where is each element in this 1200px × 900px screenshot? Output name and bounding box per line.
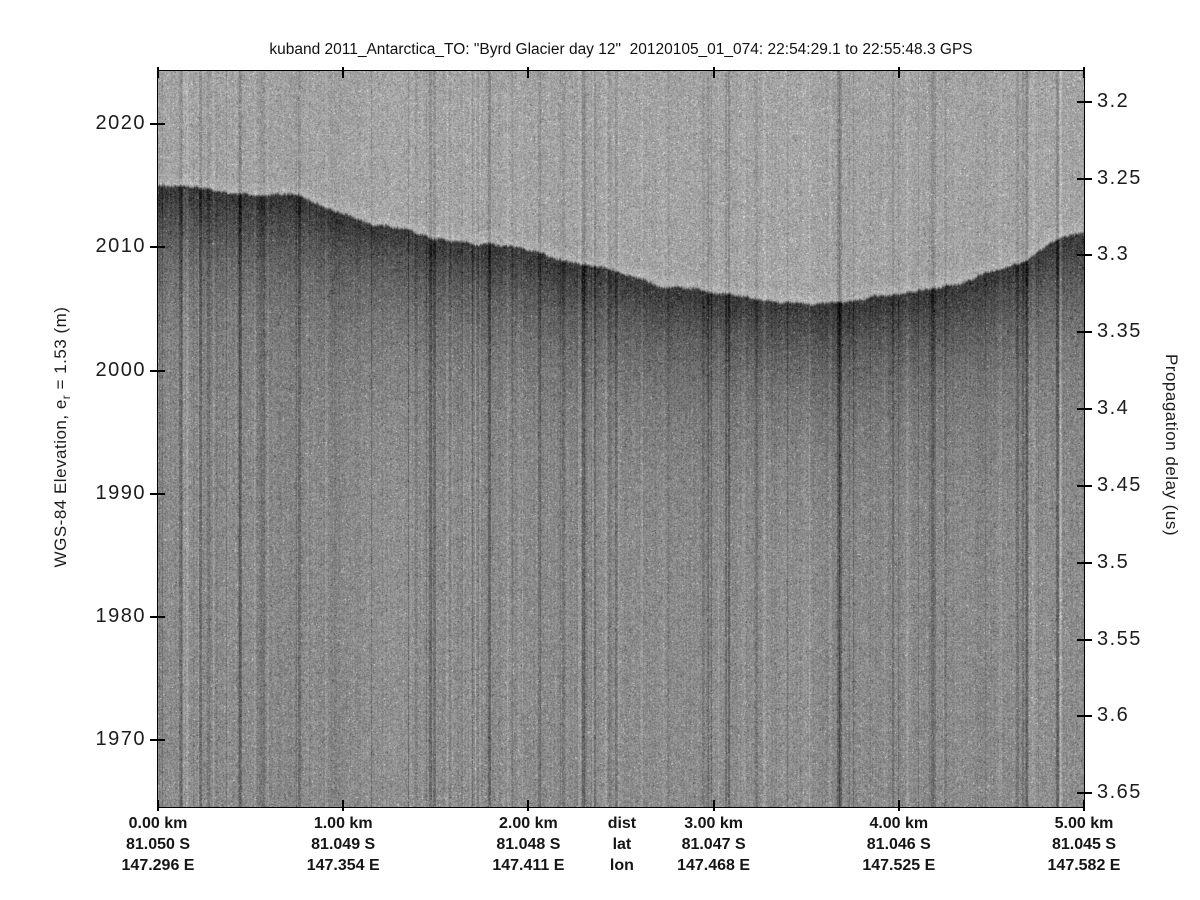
elevation-tick-label: 1980	[95, 605, 146, 628]
delay-tick-label: 3.3	[1097, 243, 1130, 266]
delay-tick-label: 3.25	[1097, 166, 1142, 189]
delay-axis-label: Propagation delay (us)	[1162, 353, 1181, 537]
distance-column-lon: 147.582 E	[1047, 857, 1121, 874]
distance-tick-mark-top	[1083, 67, 1085, 78]
distance-column: 3.00 km 81.047 S 147.468 E	[629, 813, 799, 876]
distance-column-lon: 147.468 E	[677, 857, 751, 874]
distance-column-dist: 4.00 km	[869, 815, 929, 832]
delay-tick-mark	[1077, 715, 1092, 718]
delay-tick-label: 3.55	[1097, 627, 1142, 650]
distance-column-lon: 147.354 E	[306, 857, 380, 874]
distance-column-dist: 3.00 km	[684, 815, 743, 832]
distance-tick-mark-bottom	[157, 800, 159, 811]
distance-tick-mark-top	[712, 67, 715, 78]
axis-key-column-lat: lat	[612, 836, 632, 853]
delay-tick-mark	[1077, 177, 1092, 180]
delay-tick-label: 3.6	[1097, 704, 1130, 727]
distance-column-dist: 2.00 km	[499, 815, 558, 832]
distance-tick-mark-bottom	[527, 800, 530, 811]
delay-tick-mark	[1077, 638, 1092, 641]
elevation-axis-label: WGS-84 Elevation, er = 1.53 (m)	[51, 307, 73, 568]
elevation-tick-mark	[150, 123, 165, 125]
elevation-tick-mark	[150, 616, 165, 619]
elevation-tick-label: 1990	[95, 481, 146, 504]
distance-column: 4.00 km 81.046 S 147.525 E	[814, 813, 984, 876]
distance-column-dist: 0.00 km	[128, 815, 188, 832]
delay-tick-label: 3.4	[1097, 397, 1130, 420]
distance-column: 0.00 km 81.050 S 147.296 E	[73, 813, 243, 876]
distance-tick-mark-bottom	[712, 800, 715, 811]
distance-column: 2.00 km 81.048 S 147.411 E	[443, 813, 613, 876]
distance-tick-mark-top	[342, 67, 345, 78]
distance-column-lon: 147.411 E	[492, 857, 565, 874]
delay-tick-mark	[1077, 331, 1092, 334]
distance-column: 5.00 km 81.045 S 147.582 E	[999, 813, 1169, 876]
delay-tick-label: 3.65	[1097, 781, 1142, 804]
axis-key-column-lon: lon	[609, 857, 634, 874]
figure-title: kuband 2011_Antarctica_TO: "Byrd Glacier…	[269, 41, 973, 58]
distance-column-dist: 5.00 km	[1054, 815, 1114, 832]
delay-tick-label: 3.45	[1097, 473, 1142, 496]
distance-tick-mark-bottom	[897, 800, 900, 811]
distance-column: 1.00 km 81.049 S 147.354 E	[258, 813, 428, 876]
axis-key-column: dist lat lon	[537, 813, 707, 876]
distance-tick-mark-top	[157, 67, 159, 78]
distance-column-lon: 147.296 E	[121, 857, 195, 874]
axis-key-column-dist: dist	[607, 815, 637, 832]
elevation-axis-label-sub: r	[59, 394, 74, 400]
echogram-canvas	[158, 71, 1084, 807]
distance-column-lat: 81.049 S	[311, 836, 376, 853]
delay-tick-mark	[1077, 484, 1092, 487]
elevation-tick-mark	[150, 492, 165, 495]
delay-tick-mark	[1077, 561, 1092, 564]
delay-tick-label: 3.5	[1097, 550, 1130, 573]
distance-column-lat: 81.050 S	[125, 836, 191, 853]
delay-tick-mark	[1077, 100, 1092, 103]
elevation-tick-mark	[150, 739, 165, 742]
distance-column-lat: 81.047 S	[681, 836, 746, 853]
distance-tick-mark-top	[527, 67, 530, 78]
distance-column-lon: 147.525 E	[862, 857, 936, 874]
distance-column-lat: 81.048 S	[496, 836, 561, 853]
delay-tick-label: 3.35	[1097, 320, 1142, 343]
elevation-tick-label: 2000	[95, 358, 146, 381]
distance-tick-mark-bottom	[342, 800, 345, 811]
plot-frame	[150, 67, 1092, 811]
distance-tick-mark-top	[897, 67, 900, 78]
delay-tick-mark	[1077, 408, 1092, 411]
delay-tick-mark	[1077, 792, 1092, 795]
elevation-tick-mark	[150, 369, 165, 372]
distance-column-dist: 1.00 km	[313, 815, 373, 832]
elevation-tick-label: 2010	[95, 235, 146, 258]
delay-tick-mark	[1077, 254, 1092, 257]
distance-column-lat: 81.045 S	[1051, 836, 1117, 853]
elevation-tick-label: 2020	[95, 112, 146, 135]
distance-tick-mark-bottom	[1083, 800, 1085, 811]
elevation-tick-label: 1970	[95, 728, 146, 751]
delay-tick-label: 3.2	[1097, 89, 1130, 112]
distance-column-lat: 81.046 S	[866, 836, 931, 853]
elevation-tick-mark	[150, 246, 165, 249]
